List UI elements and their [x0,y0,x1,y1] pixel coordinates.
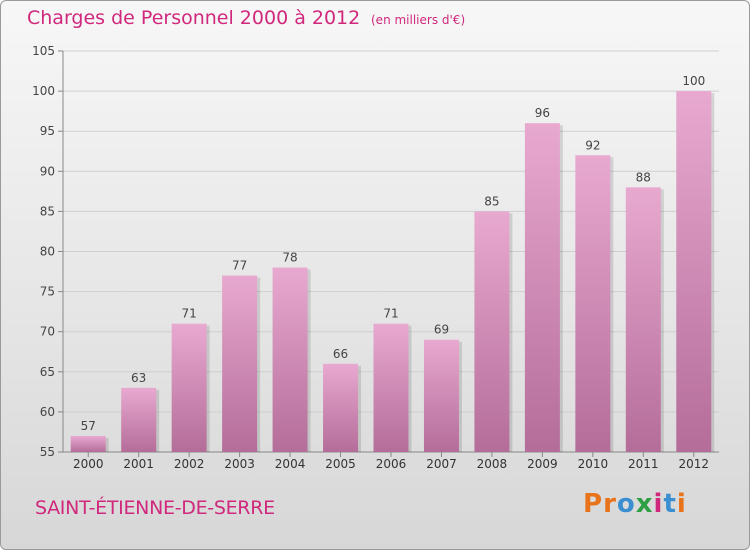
data-label: 69 [434,323,449,337]
x-tick-label: 2003 [224,457,255,471]
logo-letter: i [653,489,664,519]
bar [474,211,510,452]
x-tick-label: 2008 [477,457,508,471]
y-tick-label: 60 [40,405,55,419]
x-tick-label: 2001 [123,457,154,471]
data-label: 71 [182,307,197,321]
y-tick-label: 65 [40,365,55,379]
logo-letter: x [635,489,654,519]
y-tick-label: 75 [40,285,55,299]
x-tick-label: 2000 [73,457,104,471]
data-label: 85 [484,194,499,208]
data-label: 71 [383,307,398,321]
x-tick-label: 2010 [578,457,609,471]
y-tick-label: 90 [40,164,55,178]
y-tick-label: 55 [40,445,55,459]
x-tick-label: 2011 [628,457,659,471]
y-tick-label: 80 [40,245,55,259]
x-tick-label: 2012 [678,457,709,471]
bar [121,387,157,452]
logo-letter: P [583,489,604,519]
logo-letter: o [616,489,636,519]
bar [272,267,308,452]
x-tick-label: 2006 [376,457,407,471]
data-label: 88 [636,170,651,184]
bar [222,275,258,452]
data-label: 57 [81,419,96,433]
y-tick-label: 70 [40,325,55,339]
bar [423,339,459,452]
bar [575,155,611,452]
x-tick-label: 2009 [527,457,558,471]
city-name: SAINT-ÉTIENNE-DE-SERRE [35,497,275,519]
data-label: 92 [585,138,600,152]
y-tick-label: 85 [40,204,55,218]
data-label: 66 [333,347,348,361]
proxiti-logo[interactable]: Proxiti [583,489,687,519]
y-tick-label: 95 [40,124,55,138]
bar [524,123,560,453]
y-tick-label: 105 [32,44,55,58]
data-label: 63 [131,371,146,385]
x-tick-label: 2005 [325,457,356,471]
x-tick-label: 2007 [426,457,457,471]
logo-letter: r [603,489,617,519]
x-tick-label: 2002 [174,457,205,471]
chart-subtitle: (en milliers d'€) [371,13,466,27]
x-tick-label: 2004 [275,457,306,471]
logo-letter: t [663,489,677,519]
bar [171,323,207,452]
bar [676,91,712,452]
logo-letter: i [676,489,687,519]
data-label: 77 [232,259,247,273]
bar [70,435,106,452]
chart-title: Charges de Personnel 2000 à 2012 [27,7,361,29]
bar [323,363,359,452]
data-label: 78 [282,251,297,265]
bar [373,323,409,452]
y-tick-label: 100 [32,84,55,98]
data-label: 100 [682,74,705,88]
bar [625,187,661,452]
data-label: 96 [535,106,550,120]
